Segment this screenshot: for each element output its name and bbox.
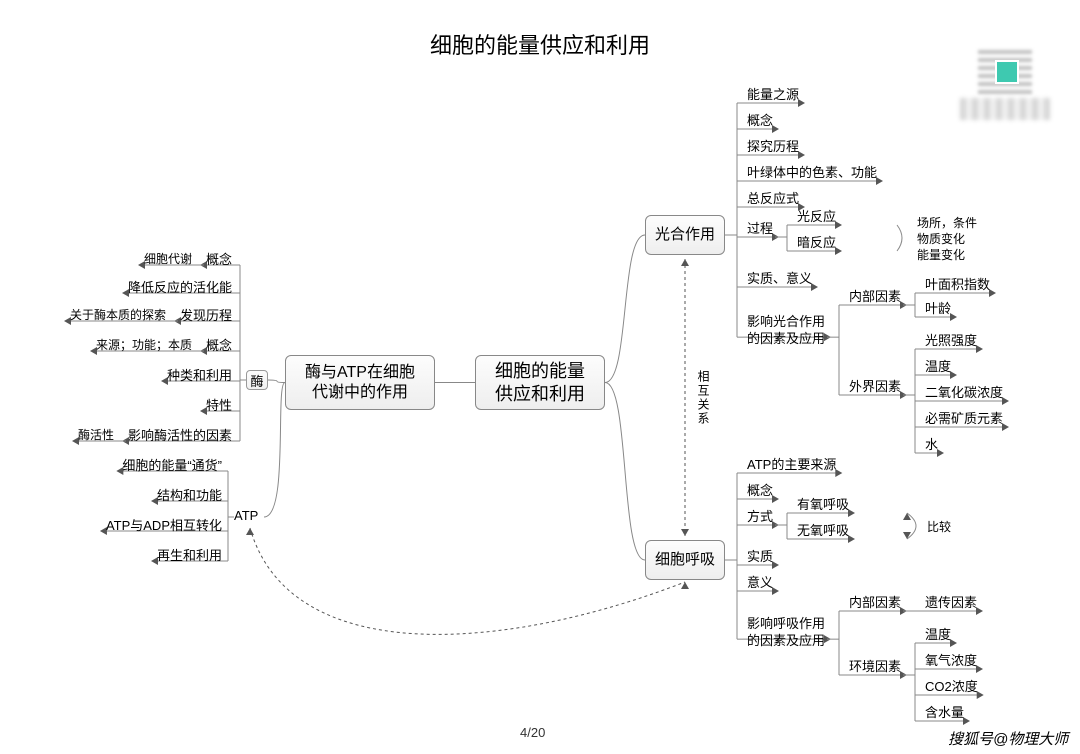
photo-leaf-3: 叶绿体中的色素、功能 xyxy=(747,165,877,181)
page-number: 4/20 xyxy=(520,725,545,740)
resp-compare: 比较 xyxy=(927,518,951,535)
photo-leaf-7-1-3: 必需矿质元素 xyxy=(925,411,1003,427)
watermark-text: 搜狐号@物理大师 xyxy=(948,728,1068,749)
left-main-node: 酶与ATP在细胞代谢中的作用 xyxy=(285,355,435,410)
resp-leaf-2: 方式 xyxy=(747,509,773,525)
photo-leaf-0: 能量之源 xyxy=(747,87,799,103)
resp-leaf-2-0: 有氧呼吸 xyxy=(797,497,849,513)
photo-leaf-5: 过程 xyxy=(747,221,773,237)
enzyme-leaf-sub-3: 来源；功能；本质 xyxy=(96,336,192,353)
center-node: 细胞的能量供应和利用 xyxy=(475,355,605,410)
photosynthesis-node: 光合作用 xyxy=(645,215,725,255)
enzyme-leaf-0: 概念 xyxy=(206,249,232,268)
enzyme-leaf-3: 概念 xyxy=(206,335,232,354)
resp-leaf-5-1-0: 温度 xyxy=(925,627,951,643)
atp-hub: ATP xyxy=(234,508,258,523)
photo-leaf-7-1-1: 温度 xyxy=(925,359,951,375)
resp-leaf-5-1-3: 含水量 xyxy=(925,705,964,721)
atp-leaf-0: 细胞的能量“通货” xyxy=(122,455,222,474)
enzyme-leaf-4: 种类和利用 xyxy=(167,365,232,384)
atp-leaf-1: 结构和功能 xyxy=(157,485,222,504)
photo-side-1: 物质变化 xyxy=(917,230,965,247)
relation-label: 相互关系 xyxy=(695,370,712,426)
photo-leaf-7-0-1: 叶龄 xyxy=(925,301,951,317)
photo-leaf-6: 实质、意义 xyxy=(747,271,812,287)
resp-leaf-0: ATP的主要来源 xyxy=(747,457,836,473)
resp-leaf-4: 意义 xyxy=(747,575,773,591)
enzyme-leaf-6: 影响酶活性的因素 xyxy=(128,425,232,444)
mindmap-stage: 细胞的能量供应和利用4/20搜狐号@物理大师细胞的能量供应和利用酶与ATP在细胞… xyxy=(0,0,1080,754)
resp-leaf-3: 实质 xyxy=(747,549,773,565)
resp-leaf-2-1: 无氧呼吸 xyxy=(797,523,849,539)
photo-leaf-7-0-0: 叶面积指数 xyxy=(925,277,990,293)
enzyme-leaf-sub-6: 酶活性 xyxy=(78,426,114,443)
photo-leaf-7-1-4: 水 xyxy=(925,437,938,453)
photo-leaf-5-1: 暗反应 xyxy=(797,235,836,251)
resp-leaf-5-1-1: 氧气浓度 xyxy=(925,653,977,669)
photo-leaf-7: 影响光合作用的因素及应用 xyxy=(747,314,825,347)
enzyme-leaf-1: 降低反应的活化能 xyxy=(128,277,232,296)
photo-leaf-1: 概念 xyxy=(747,113,773,129)
enzyme-leaf-sub-0: 细胞代谢 xyxy=(144,250,192,267)
qr-icon xyxy=(960,40,1050,120)
photo-leaf-7-0: 内部因素 xyxy=(849,289,901,305)
photo-side-0: 场所，条件 xyxy=(917,214,977,231)
resp-leaf-5: 影响呼吸作用的因素及应用 xyxy=(747,616,825,649)
photo-leaf-4: 总反应式 xyxy=(747,191,799,207)
resp-leaf-5-1-2: CO2浓度 xyxy=(925,679,978,695)
page-title: 细胞的能量供应和利用 xyxy=(0,28,1080,60)
respiration-node: 细胞呼吸 xyxy=(645,540,725,580)
resp-leaf-5-0-0: 遗传因素 xyxy=(925,595,977,611)
photo-side-2: 能量变化 xyxy=(917,246,965,263)
enzyme-hub: 酶 xyxy=(246,370,268,390)
atp-leaf-2: ATP与ADP相互转化 xyxy=(106,515,222,534)
enzyme-leaf-2: 发现历程 xyxy=(180,305,232,324)
enzyme-leaf-5: 特性 xyxy=(206,395,232,414)
resp-leaf-5-0: 内部因素 xyxy=(849,595,901,611)
enzyme-leaf-sub-2: 关于酶本质的探索 xyxy=(70,306,166,323)
photo-leaf-5-0: 光反应 xyxy=(797,209,836,225)
photo-leaf-7-1-2: 二氧化碳浓度 xyxy=(925,385,1003,401)
photo-leaf-2: 探究历程 xyxy=(747,139,799,155)
atp-leaf-3: 再生和利用 xyxy=(157,545,222,564)
resp-leaf-1: 概念 xyxy=(747,483,773,499)
photo-leaf-7-1: 外界因素 xyxy=(849,379,901,395)
resp-leaf-5-1: 环境因素 xyxy=(849,659,901,675)
photo-leaf-7-1-0: 光照强度 xyxy=(925,333,977,349)
